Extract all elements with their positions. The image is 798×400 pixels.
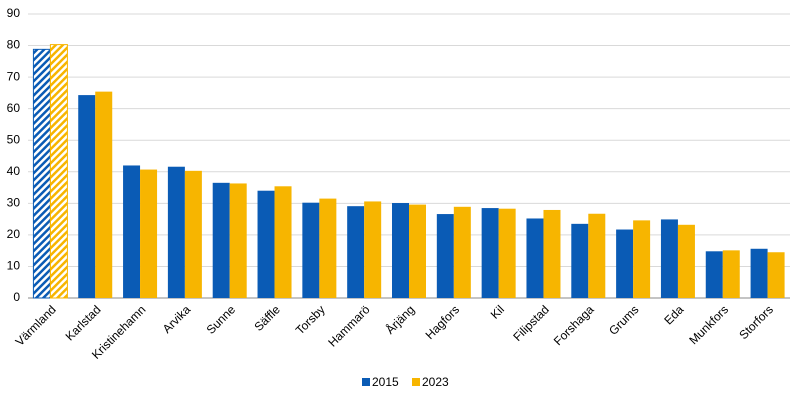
x-tick-label: Kil	[488, 302, 507, 321]
bar	[229, 183, 247, 298]
bar	[123, 165, 141, 298]
x-tick-label: Sunne	[204, 302, 239, 337]
bar	[705, 251, 723, 298]
x-tick-label: Karlstad	[63, 302, 104, 343]
y-tick-label: 90	[7, 6, 21, 20]
bar	[347, 206, 365, 298]
x-tick-label: Säffle	[251, 302, 283, 334]
x-tick-label: Storfors	[736, 302, 776, 342]
bar	[526, 218, 544, 298]
y-tick-label: 70	[7, 69, 21, 83]
x-tick-label: Munkfors	[686, 302, 731, 347]
bar	[588, 213, 606, 298]
bar	[543, 209, 561, 298]
x-tick-label: Torsby	[293, 302, 328, 337]
bar	[481, 208, 499, 298]
bar	[633, 220, 651, 298]
legend-swatch	[412, 378, 420, 386]
x-tick-label: Värmland	[13, 302, 59, 348]
bar	[722, 250, 740, 298]
y-tick-label: 20	[7, 227, 21, 241]
bar	[78, 95, 96, 298]
x-tick-label: Grums	[606, 302, 641, 337]
x-tick-label: Hagfors	[423, 302, 463, 342]
bar	[409, 204, 426, 298]
y-tick-label: 40	[7, 164, 21, 178]
y-tick-label: 0	[13, 290, 20, 304]
bar	[49, 44, 68, 299]
bar	[95, 91, 113, 298]
bar	[453, 206, 471, 298]
bar	[167, 166, 185, 298]
bar	[319, 198, 337, 298]
bar	[436, 214, 454, 298]
bar	[571, 223, 589, 298]
bar	[212, 182, 230, 298]
bar	[660, 219, 678, 298]
legend-swatch	[362, 378, 370, 386]
x-tick-label: Filipstad	[510, 302, 551, 343]
y-tick-label: 60	[7, 101, 21, 115]
y-tick-label: 30	[7, 196, 21, 210]
x-tick-label: Eda	[661, 302, 686, 327]
y-tick-label: 10	[7, 259, 21, 273]
bar	[392, 203, 409, 298]
bar	[32, 48, 51, 299]
bar	[364, 201, 382, 298]
legend-label: 2023	[422, 375, 449, 389]
y-tick-label: 50	[7, 132, 21, 146]
bar	[302, 202, 320, 298]
bar	[498, 208, 516, 298]
legend-label: 2015	[372, 375, 399, 389]
x-tick-label: Årjäng	[382, 302, 417, 337]
bar	[616, 229, 634, 298]
x-tick-label: Forshaga	[551, 302, 597, 348]
y-tick-label: 80	[7, 38, 21, 52]
bar	[677, 224, 695, 298]
x-tick-label: Arvika	[160, 302, 194, 336]
bar	[257, 190, 275, 298]
bar	[767, 252, 785, 298]
bar	[184, 170, 202, 298]
bar	[140, 169, 158, 298]
bar	[750, 248, 768, 298]
x-tick-label: Hammarö	[325, 302, 372, 349]
bar	[274, 186, 292, 298]
